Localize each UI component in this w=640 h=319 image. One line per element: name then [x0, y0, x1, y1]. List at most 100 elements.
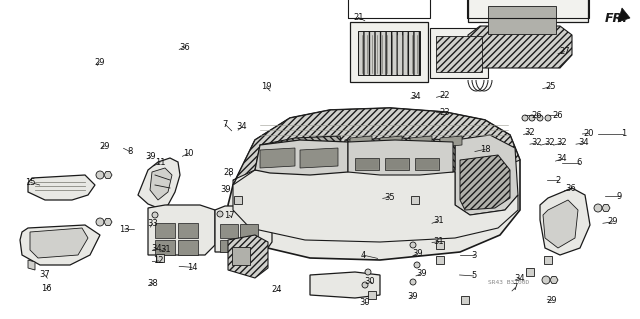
Polygon shape: [20, 225, 100, 265]
Text: 29: 29: [99, 142, 109, 151]
Text: 34: 34: [237, 122, 247, 131]
Text: 14: 14: [187, 263, 197, 272]
Bar: [348, 0, 430, 18]
Text: 26: 26: [553, 111, 563, 120]
Polygon shape: [380, 136, 402, 147]
Polygon shape: [228, 108, 520, 260]
Bar: [156, 254, 164, 262]
Polygon shape: [410, 136, 432, 147]
Bar: [488, 6, 556, 34]
Circle shape: [414, 262, 420, 268]
Polygon shape: [233, 108, 520, 185]
Text: 24: 24: [271, 285, 282, 294]
Text: 22: 22: [440, 91, 450, 100]
Polygon shape: [460, 155, 510, 210]
Polygon shape: [468, 26, 572, 68]
Text: 31: 31: [160, 245, 170, 254]
Bar: [350, 22, 428, 82]
Polygon shape: [550, 277, 558, 284]
Circle shape: [410, 279, 416, 285]
Polygon shape: [148, 205, 215, 255]
Text: 31: 31: [433, 237, 444, 246]
Text: 34: 34: [152, 244, 162, 253]
Text: 32: 32: [557, 138, 567, 147]
Text: 36: 36: [179, 43, 189, 52]
Text: 31: 31: [433, 216, 444, 225]
Circle shape: [410, 242, 416, 248]
Bar: [178, 240, 198, 255]
Circle shape: [537, 115, 543, 121]
Bar: [155, 240, 175, 255]
Polygon shape: [385, 158, 409, 170]
Polygon shape: [255, 140, 348, 175]
Circle shape: [152, 212, 158, 218]
Text: 33: 33: [147, 219, 157, 228]
Polygon shape: [455, 135, 518, 215]
Text: 29: 29: [547, 296, 557, 305]
Text: 34: 34: [557, 154, 567, 163]
Bar: [220, 240, 238, 252]
Text: 25: 25: [545, 82, 556, 91]
Text: 39: 39: [412, 249, 422, 258]
Circle shape: [96, 218, 104, 226]
Polygon shape: [618, 8, 630, 22]
Polygon shape: [355, 158, 379, 170]
Text: 39: 39: [220, 185, 230, 194]
Bar: [155, 223, 175, 238]
Polygon shape: [602, 204, 610, 211]
Text: 11: 11: [155, 158, 165, 167]
Text: 15: 15: [26, 178, 36, 187]
Text: 38: 38: [147, 279, 157, 288]
Polygon shape: [300, 148, 338, 168]
Text: 4: 4: [361, 251, 366, 260]
Text: 26: 26: [531, 111, 541, 120]
Polygon shape: [104, 172, 112, 178]
Text: SR43 B3700D: SR43 B3700D: [488, 280, 529, 285]
Text: FR.: FR.: [605, 12, 628, 25]
Circle shape: [545, 115, 551, 121]
Bar: [467, 0, 589, 18]
Text: 36: 36: [566, 184, 576, 193]
Polygon shape: [215, 206, 272, 252]
Text: 2: 2: [556, 176, 561, 185]
Text: 13: 13: [120, 225, 130, 234]
Polygon shape: [440, 136, 462, 147]
Circle shape: [217, 211, 223, 217]
Text: 1: 1: [621, 130, 626, 138]
Polygon shape: [348, 140, 453, 175]
Text: 10: 10: [184, 149, 194, 158]
Circle shape: [529, 115, 535, 121]
Text: 18: 18: [480, 145, 490, 154]
Text: 32: 32: [531, 138, 541, 147]
Polygon shape: [540, 188, 590, 255]
Polygon shape: [345, 138, 455, 172]
Bar: [526, 268, 534, 276]
Text: 30: 30: [365, 277, 375, 286]
Circle shape: [365, 269, 371, 275]
Text: 39: 39: [145, 152, 156, 161]
Text: 19: 19: [261, 82, 271, 91]
Text: 7: 7: [223, 120, 228, 129]
Text: 16: 16: [41, 284, 51, 293]
Circle shape: [362, 282, 368, 288]
Text: 12: 12: [154, 256, 164, 265]
Text: 3: 3: [471, 251, 476, 260]
Bar: [468, 0, 588, 22]
Bar: [178, 223, 198, 238]
Circle shape: [522, 115, 528, 121]
Text: 34: 34: [411, 92, 421, 101]
Bar: [430, 28, 488, 78]
Text: 17: 17: [224, 211, 234, 220]
Text: 23: 23: [440, 108, 450, 117]
Text: 39: 39: [408, 292, 418, 300]
Bar: [234, 196, 242, 204]
Bar: [461, 296, 469, 304]
Text: 32: 32: [544, 138, 554, 147]
Circle shape: [594, 204, 602, 212]
Text: 35: 35: [384, 193, 394, 202]
Polygon shape: [228, 235, 268, 278]
Polygon shape: [138, 158, 180, 208]
Bar: [544, 256, 552, 264]
Text: 34: 34: [579, 138, 589, 147]
Text: 32: 32: [525, 128, 535, 137]
